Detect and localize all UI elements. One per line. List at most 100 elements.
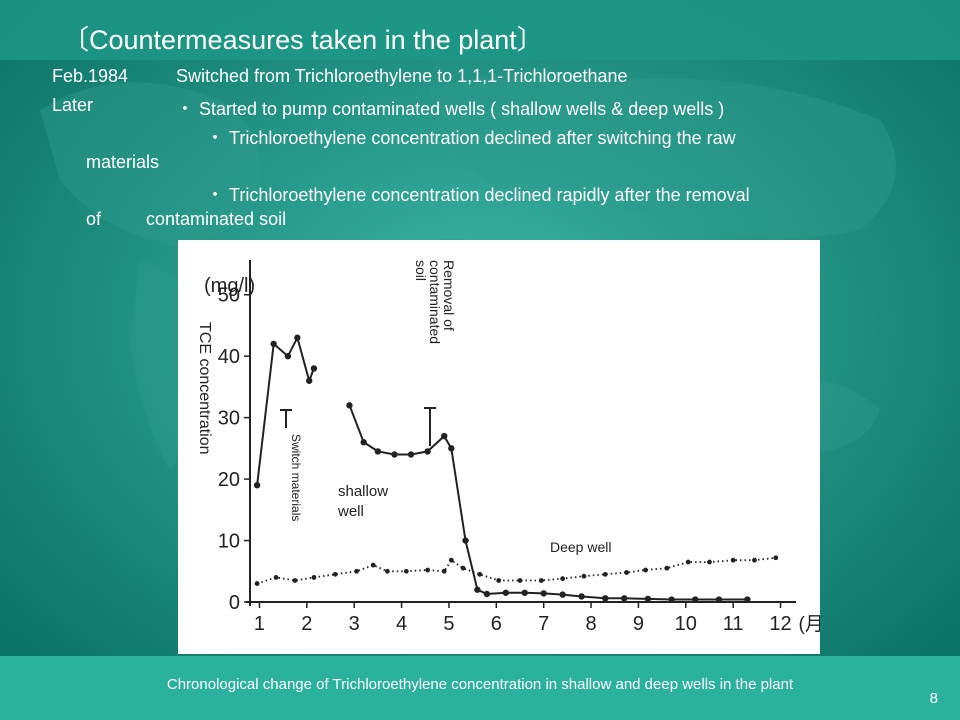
- data-point-2-26: [752, 557, 757, 563]
- timeline-date-2: Later: [52, 95, 94, 115]
- data-point-1-21: [715, 596, 723, 603]
- data-point-2-25: [730, 557, 736, 563]
- data-point-2-13: [477, 571, 483, 577]
- data-point-1-2: [374, 448, 382, 455]
- annotation-switch-materials: Switch materials: [289, 434, 303, 521]
- page-number: 8: [929, 690, 938, 707]
- data-point-0-4: [306, 377, 313, 384]
- data-point-1-10: [483, 590, 491, 598]
- data-point-1-7: [448, 445, 455, 452]
- x-tick-label: 5: [443, 613, 454, 635]
- data-point-2-14: [496, 578, 502, 583]
- data-point-1-18: [644, 595, 652, 603]
- bullet-decline-switch: ・ Trichloroethylene concentration declin…: [206, 128, 736, 148]
- x-tick-label: 3: [349, 613, 360, 635]
- x-tick-label: 4: [396, 613, 407, 635]
- data-point-1-19: [668, 596, 675, 603]
- data-point-1-4: [407, 451, 415, 458]
- timeline-text-1: Switched from Trichloroethylene to 1,1,1…: [176, 66, 628, 86]
- data-point-2-20: [624, 570, 629, 575]
- x-tick-label: 11: [723, 613, 744, 635]
- data-point-1-9: [474, 586, 481, 593]
- x-tick-label: 6: [491, 613, 502, 635]
- timeline-text-2: ・ Started to pump contaminated wells ( s…: [176, 99, 725, 119]
- y-unit-label: (mg/l): [204, 275, 255, 297]
- x-tick-label: 1: [254, 613, 265, 635]
- y-axis-label: TCE concentration: [196, 322, 213, 455]
- annotation-deep-well: Deep well: [550, 539, 611, 555]
- data-point-2-3: [311, 575, 317, 580]
- data-point-0-5: [310, 365, 318, 372]
- y-tick-label: 50: [218, 285, 240, 307]
- data-point-1-6: [441, 432, 448, 440]
- data-point-2-8: [403, 568, 409, 574]
- timeline-date-1: Feb.1984: [52, 66, 129, 86]
- y-tick-label: 10: [218, 531, 240, 553]
- data-point-2-15: [517, 578, 523, 583]
- data-point-2-16: [538, 578, 544, 583]
- data-point-1-0: [346, 402, 353, 409]
- data-point-1-17: [621, 595, 628, 602]
- data-point-2-5: [354, 568, 359, 574]
- bullet-decline-removal-cont: contaminated soil: [146, 209, 287, 229]
- data-point-2-18: [581, 573, 587, 579]
- chart-markers: [253, 334, 779, 603]
- bullet-decline-removal-of: of: [86, 209, 102, 229]
- data-point-1-14: [559, 591, 566, 598]
- data-point-2-27: [773, 555, 779, 561]
- data-point-2-7: [384, 568, 390, 574]
- annotation-removal-line-1: contaminated: [427, 260, 443, 344]
- data-point-1-13: [540, 590, 547, 597]
- data-point-2-22: [664, 565, 670, 571]
- slide-title: 〔Countermeasures taken in the plant〕: [62, 25, 544, 55]
- data-point-2-6: [370, 562, 376, 568]
- data-point-2-23: [685, 559, 691, 565]
- data-point-1-8: [462, 537, 469, 544]
- x-tick-label: 2: [301, 613, 312, 635]
- annotation-removal-line-2: soil: [413, 260, 429, 281]
- bullet-decline-switch-cont: materials: [86, 152, 160, 172]
- bullet-decline-removal: ・ Trichloroethylene concentration declin…: [206, 185, 750, 205]
- annotation-shallow-line-0: shallow: [338, 483, 388, 500]
- data-point-1-1: [360, 439, 367, 446]
- series-line-1: [348, 404, 748, 601]
- data-point-2-21: [643, 567, 648, 573]
- y-tick-label: 20: [218, 469, 240, 491]
- data-point-1-16: [602, 595, 609, 602]
- data-point-2-1: [273, 575, 279, 580]
- chart-annotations: TCE concentration Switch materials Removal…: [196, 260, 611, 555]
- data-point-2-12: [460, 565, 466, 571]
- x-unit-label: (月): [799, 614, 820, 635]
- y-tick-label: 40: [218, 346, 240, 368]
- data-point-1-20: [692, 596, 699, 603]
- data-point-1-12: [521, 589, 528, 596]
- chart-caption: Chronological change of Trichloroethylen…: [166, 676, 794, 693]
- data-point-1-11: [502, 589, 509, 596]
- data-point-2-19: [602, 571, 608, 577]
- data-point-0-1: [270, 340, 277, 348]
- annotation-shallow-line-1: well: [337, 503, 364, 520]
- annotation-removal-line-0: Removal of: [441, 260, 457, 331]
- y-tick-label: 0: [229, 592, 240, 614]
- data-point-1-5: [424, 448, 431, 455]
- y-tick-label: 30: [218, 408, 240, 430]
- data-point-2-10: [441, 568, 447, 574]
- data-point-1-3: [391, 451, 398, 458]
- x-tick-label: 12: [769, 613, 791, 635]
- data-point-0-2: [284, 352, 292, 360]
- data-point-2-4: [332, 571, 338, 577]
- data-point-2-9: [425, 567, 431, 573]
- x-tick-label: 9: [633, 613, 644, 635]
- data-point-2-0: [254, 581, 260, 586]
- data-point-1-15: [578, 593, 585, 600]
- x-tick-label: 7: [538, 613, 549, 635]
- data-point-2-24: [707, 559, 712, 565]
- chart-series: [256, 334, 776, 601]
- data-point-2-11: [448, 557, 454, 563]
- chart-axes: [246, 260, 796, 606]
- data-point-1-22: [744, 596, 751, 603]
- data-point-2-2: [292, 578, 298, 583]
